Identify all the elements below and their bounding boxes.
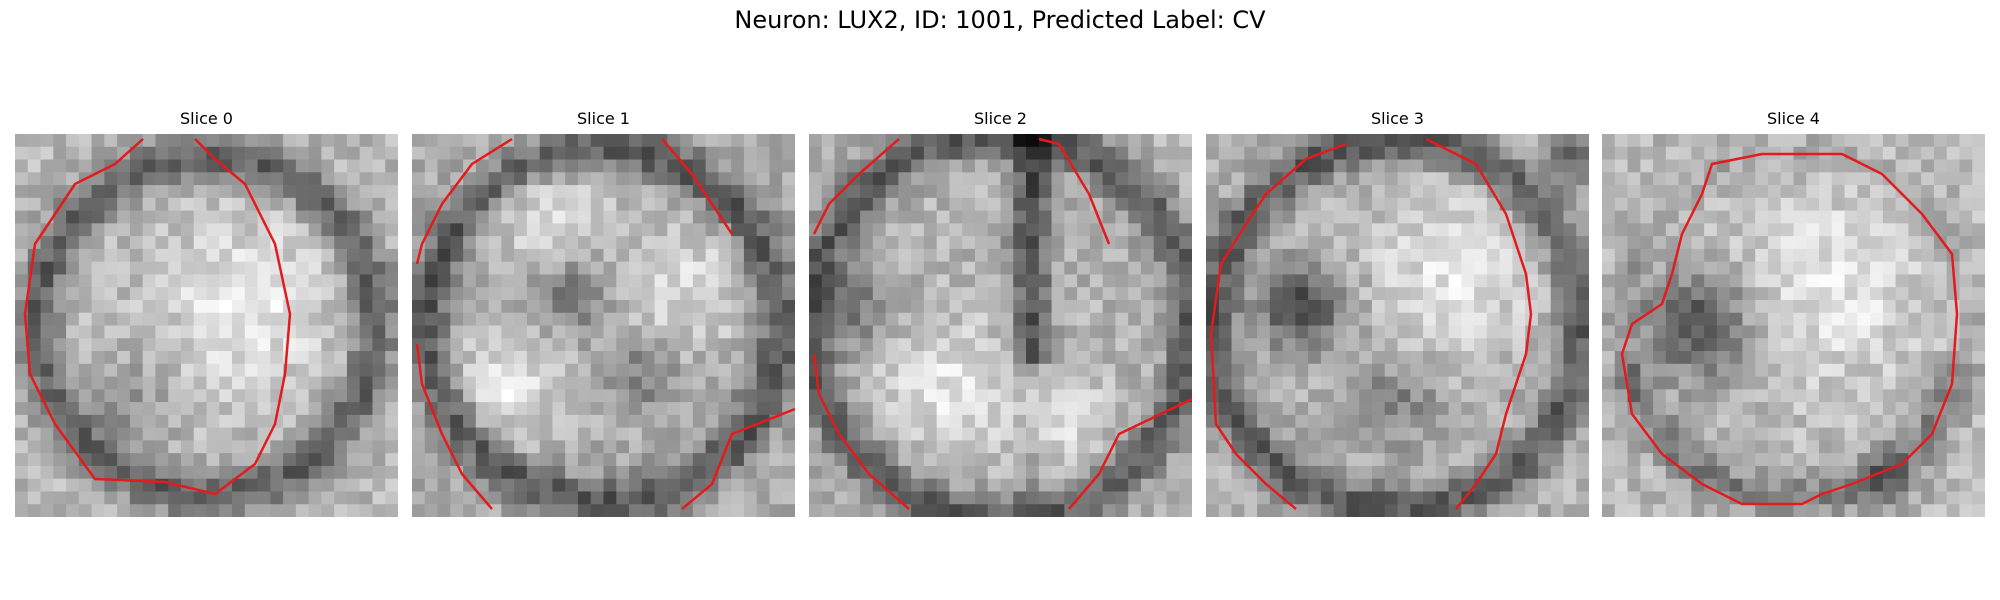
slice-panel-4: Slice 4 [1602,107,1985,517]
slice-panel-3: Slice 3 [1206,107,1589,517]
slice-title: Slice 3 [1371,109,1424,128]
figure-title: Neuron: LUX2, ID: 1001, Predicted Label:… [734,6,1266,34]
slice-image-3 [1206,134,1589,517]
segmentation-contour [1209,137,1533,510]
segmentation-contour [1620,152,1959,506]
segmentation-contour [23,138,292,496]
slice-title: Slice 2 [974,109,1027,128]
slice-image-1 [412,134,795,517]
slice-title: Slice 0 [180,109,233,128]
segmentation-contour [415,137,795,510]
slice-image-2 [809,134,1192,517]
slice-panel-0: Slice 0 [15,107,398,517]
slice-image-0 [15,134,398,517]
slice-title: Slice 4 [1767,109,1820,128]
slice-image-4 [1602,134,1985,517]
slice-panel-2: Slice 2 [809,107,1192,517]
slice-panel-1: Slice 1 [412,107,795,517]
slice-title: Slice 1 [577,109,630,128]
segmentation-contour [812,137,1192,510]
